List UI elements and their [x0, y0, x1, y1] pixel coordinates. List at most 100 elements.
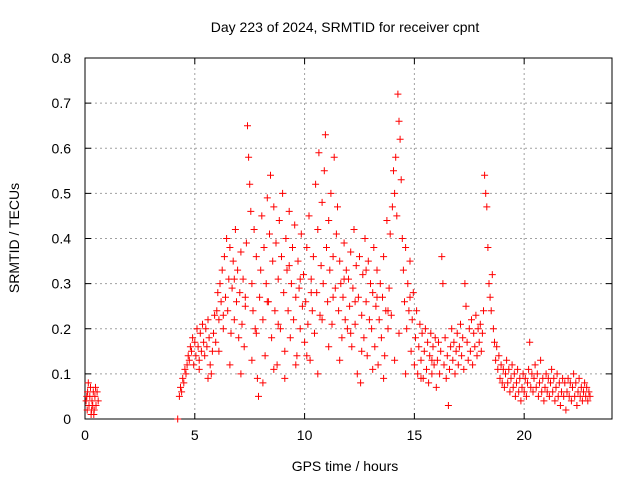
data-point: [513, 379, 520, 387]
data-point: [203, 343, 211, 351]
data-point: [298, 302, 306, 310]
data-point: [343, 325, 351, 333]
data-point: [395, 117, 403, 125]
data-point: [270, 365, 278, 373]
data-point: [287, 280, 295, 288]
data-point: [365, 316, 373, 324]
x-tick-label: 5: [191, 427, 199, 443]
data-point: [267, 171, 274, 179]
data-point: [197, 347, 205, 355]
data-point: [250, 226, 258, 233]
data-point: [454, 361, 462, 369]
data-point: [508, 361, 516, 369]
data-point: [341, 316, 349, 324]
data-point: [493, 343, 501, 351]
data-point: [488, 271, 496, 279]
x-tick-label: 10: [297, 427, 313, 443]
data-point: [474, 325, 482, 333]
data-point: [207, 370, 215, 378]
data-point: [358, 311, 366, 319]
data-point: [193, 325, 201, 333]
data-point: [295, 284, 303, 292]
data-point: [317, 262, 325, 270]
data-point: [274, 320, 282, 328]
data-point: [214, 289, 222, 297]
data-point: [336, 356, 344, 364]
data-point: [226, 244, 234, 251]
data-point: [352, 262, 360, 270]
data-point: [420, 347, 428, 355]
data-point: [218, 266, 226, 274]
y-tick-label: 0.6: [52, 140, 72, 156]
data-point: [253, 374, 261, 382]
data-point: [537, 356, 545, 364]
data-point: [251, 325, 259, 333]
data-point: [507, 374, 515, 382]
x-tick-label: 15: [407, 427, 423, 443]
data-point: [318, 198, 326, 206]
data-point: [279, 189, 287, 197]
data-point: [259, 316, 267, 324]
data-point: [278, 253, 285, 261]
data-point: [248, 356, 256, 364]
data-point: [293, 352, 301, 360]
data-point: [392, 153, 400, 161]
data-point: [234, 266, 242, 274]
y-axis-label: SRMTID / TECUs: [6, 183, 22, 293]
data-point: [401, 298, 408, 306]
data-point: [275, 217, 283, 224]
x-axis-label: GPS time / hours: [292, 458, 399, 474]
data-point: [191, 338, 199, 346]
data-point: [266, 230, 273, 238]
data-point: [309, 253, 317, 261]
data-point: [569, 383, 576, 391]
data-point: [375, 316, 383, 324]
data-point: [521, 374, 529, 382]
data-point: [235, 334, 243, 342]
data-point: [204, 374, 212, 382]
data-point: [311, 329, 318, 337]
data-point: [459, 334, 467, 342]
data-point: [460, 365, 468, 373]
data-point: [398, 235, 406, 242]
data-point: [350, 226, 358, 233]
y-tick-label: 0: [63, 411, 71, 427]
y-tick-label: 0.8: [52, 50, 72, 66]
data-point: [476, 320, 484, 328]
data-point: [432, 383, 440, 391]
data-point: [84, 379, 92, 387]
data-point: [548, 365, 556, 373]
data-point: [326, 266, 334, 274]
data-point: [194, 343, 202, 351]
data-point: [405, 307, 413, 315]
data-point: [241, 302, 249, 310]
data-point: [370, 244, 378, 251]
chart-title: Day 223 of 2024, SRMTID for receiver cpn…: [211, 19, 480, 35]
data-point: [415, 343, 423, 351]
data-point: [233, 298, 240, 306]
data-point: [572, 379, 580, 387]
data-point: [91, 392, 99, 400]
data-point: [308, 307, 316, 315]
data-point: [429, 343, 437, 351]
data-point: [328, 320, 336, 328]
y-tick-label: 0.4: [52, 231, 72, 247]
data-point: [399, 266, 407, 274]
data-point: [246, 180, 254, 188]
data-point: [551, 397, 559, 405]
data-points: [82, 90, 594, 423]
data-point: [363, 352, 371, 360]
data-point: [394, 90, 402, 98]
data-point: [442, 374, 450, 382]
data-point: [183, 361, 191, 369]
data-point: [182, 370, 190, 378]
data-point: [472, 311, 480, 319]
data-point: [228, 284, 236, 292]
data-point: [373, 266, 381, 274]
data-point: [94, 397, 102, 405]
data-point: [306, 356, 314, 364]
data-point: [289, 244, 296, 251]
data-point: [458, 352, 466, 360]
data-point: [252, 329, 260, 337]
data-point: [248, 280, 256, 288]
